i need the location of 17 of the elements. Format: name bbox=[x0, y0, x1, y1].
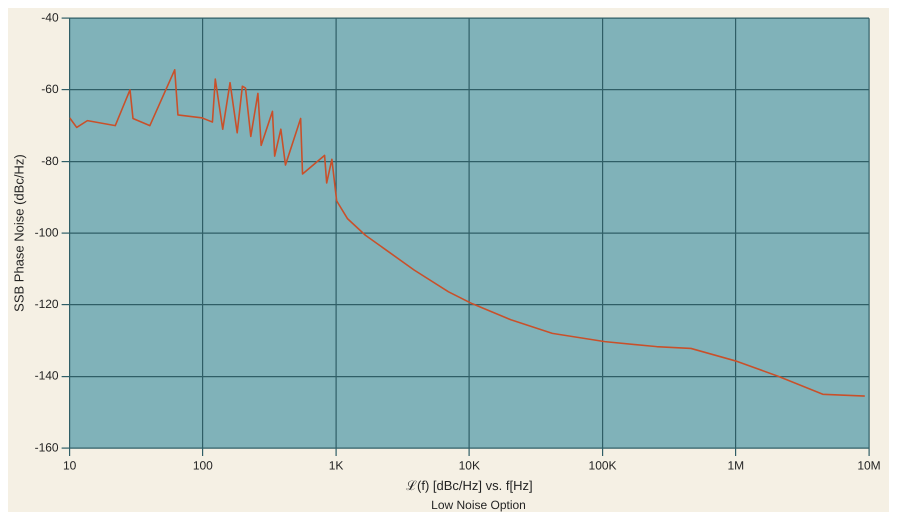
x-tick-label: 1K bbox=[328, 458, 344, 473]
y-tick-label: -140 bbox=[34, 368, 59, 383]
x-tick-label: 1M bbox=[727, 458, 744, 473]
x-tick-label: 10 bbox=[62, 458, 77, 473]
y-axis-title: SSB Phase Noise (dBc/Hz) bbox=[11, 154, 26, 312]
y-tick-label: -40 bbox=[41, 10, 59, 25]
x-tick-label: 100 bbox=[192, 458, 214, 473]
y-tick-label: -80 bbox=[41, 154, 59, 168]
x-tick-label: 10K bbox=[458, 458, 480, 473]
y-tick-label: -60 bbox=[41, 82, 59, 96]
y-tick-label: -100 bbox=[34, 225, 59, 240]
x-axis-title: ℒ(f) [dBc/Hz] vs. f[Hz] bbox=[406, 478, 533, 493]
x-tick-label: 10M bbox=[857, 458, 881, 473]
y-tick-label: -120 bbox=[34, 297, 59, 312]
text: Low Noise Option bbox=[430, 498, 527, 512]
y-tick-label: -160 bbox=[34, 440, 59, 454]
x-tick-label: 100K bbox=[588, 458, 617, 473]
